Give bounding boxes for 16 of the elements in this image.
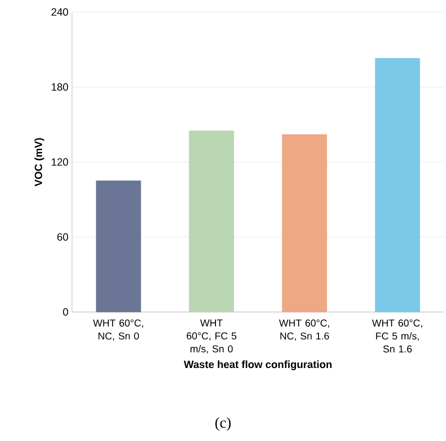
y-tick-label: 60 <box>57 233 68 241</box>
x-tick-label: WHT 60°C, NC, Sn 0 <box>93 320 144 341</box>
x-tick-label: WHT 60°C, FC 5 m/s, Sn 0 <box>186 320 236 354</box>
bar <box>282 134 328 312</box>
bar <box>188 130 234 312</box>
text: (c) <box>215 417 231 431</box>
x-tick-label: WHT 60°C, NC, Sn 1.6 <box>279 320 330 341</box>
y-axis-title: VOC (mV) <box>34 138 44 186</box>
bar <box>96 180 142 312</box>
y-tick-label: 180 <box>52 83 68 91</box>
bar <box>374 58 420 312</box>
x-axis-title: Waste heat flow configuration <box>184 360 332 370</box>
y-tick-label: 0 <box>63 308 68 316</box>
x-tick-label: WHT 60°C, FC 5 m/s, Sn 1.6 <box>372 320 422 352</box>
y-tick-label: 120 <box>52 158 68 166</box>
y-tick-label: 240 <box>52 8 68 16</box>
